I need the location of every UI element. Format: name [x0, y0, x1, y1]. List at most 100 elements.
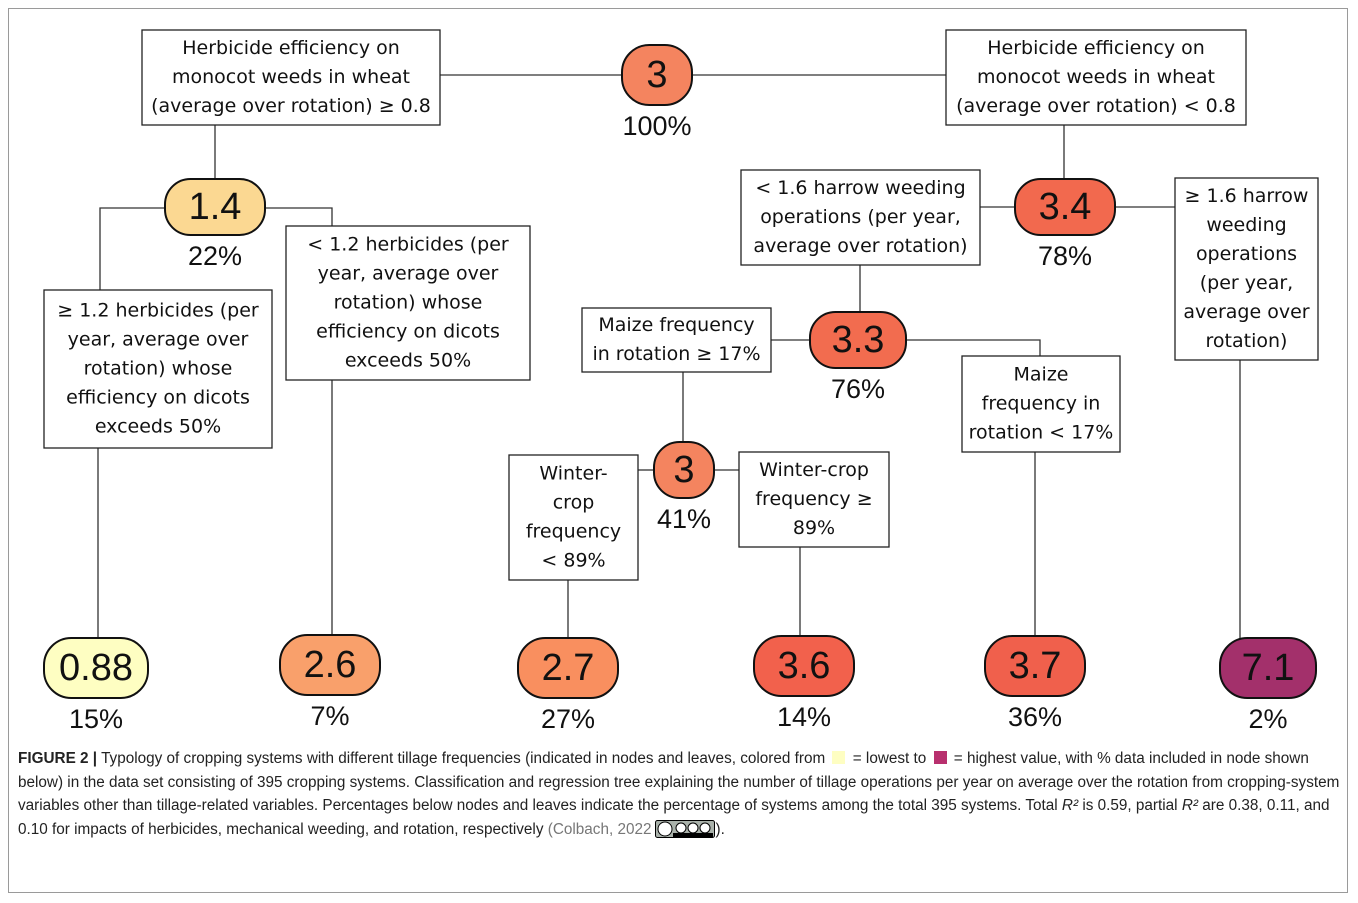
split-frame [508, 454, 639, 581]
split-box: Maize frequency in rotation ≥ 17% [581, 307, 772, 373]
caption-text: ). [715, 820, 725, 838]
split-label: Herbicide efficiency on [987, 37, 1205, 59]
tree-node: 2.7 27% [517, 637, 619, 734]
node-share: 76% [831, 374, 885, 404]
split-box: < 1.2 herbicides (per year, average over r… [285, 225, 531, 381]
split-box: Herbicide efficiency on monocot weeds in … [945, 29, 1247, 126]
split-label: Maize frequency [598, 314, 754, 336]
split-label: average over [1183, 301, 1309, 323]
node-share: 27% [541, 704, 595, 734]
split-label: year, average over [68, 329, 249, 351]
split-frame [738, 451, 890, 548]
split-label: frequency in [982, 393, 1101, 415]
split-label: crop [553, 492, 595, 514]
caption: FIGURE 2 | Typology of cropping systems … [18, 747, 1344, 841]
node-shape [653, 441, 715, 499]
figure-frame [8, 8, 1348, 893]
license-icon [655, 819, 716, 838]
caption-text: Typology of cropping systems with differ… [101, 750, 826, 767]
node-value: 3.6 [778, 645, 831, 687]
split-label: rotation) whose [84, 358, 233, 380]
node-value: 3.7 [1009, 645, 1062, 687]
split-label: in rotation ≥ 17% [592, 343, 760, 365]
split-frame [285, 225, 531, 381]
split-label: rotation) [1206, 330, 1288, 352]
node-share: 41% [657, 504, 711, 534]
split-label: frequency [526, 521, 621, 543]
split-label: Winter- [539, 463, 607, 485]
node-value: 1.4 [189, 186, 242, 228]
node-value: 3.3 [832, 319, 885, 361]
tree-node: 2.6 7% [279, 634, 381, 731]
split-label: frequency ≥ [755, 488, 872, 510]
node-share: 36% [1008, 702, 1062, 732]
split-box: Winter-crop frequency ≥ 89% [738, 451, 890, 548]
node-value: 7.1 [1242, 647, 1295, 689]
split-label: (average over rotation) < 0.8 [956, 95, 1236, 117]
node-share: 2% [1248, 704, 1287, 734]
split-label: < 1.2 herbicides (per [307, 234, 509, 256]
caption-text: = lowest to [852, 750, 927, 767]
split-box: Maize frequency in rotation < 17% [961, 355, 1121, 453]
split-label: Winter-crop [759, 459, 869, 481]
split-label: (average over rotation) ≥ 0.8 [151, 95, 431, 117]
tree-node: 3.7 36% [984, 635, 1086, 732]
tree-node: 3.478% [1014, 178, 1116, 271]
node-value: 2.7 [542, 647, 595, 689]
split-box: Herbicide efficiency on monocot weeds in … [141, 29, 441, 126]
split-label: < 1.6 harrow weeding [755, 177, 965, 199]
caption-symbol: R² [1061, 797, 1079, 814]
split-frame [43, 289, 273, 449]
split-label: exceeds 50% [95, 416, 221, 438]
node-share: 22% [188, 241, 242, 271]
node-shape [279, 634, 381, 696]
split-box: ≥ 1.2 herbicides (per year, average over r… [43, 289, 273, 449]
tree-node: 3.6 14% [753, 635, 855, 732]
node-value: 3 [646, 54, 667, 96]
split-label: average over rotation) [753, 235, 967, 257]
split-box: ≥ 1.6 harrow weeding operations (per year, a… [1174, 177, 1319, 361]
split-frame [740, 169, 981, 266]
tree-node: 1.422% [164, 178, 266, 271]
split-label: < 89% [541, 550, 605, 572]
tree-node: 0.88 15% [43, 637, 149, 734]
split-label: ≥ 1.6 harrow [1185, 185, 1309, 207]
caption-text: are 0.38, 0.11, and 0.10 for impacts of … [18, 797, 1330, 838]
node-shape [1014, 178, 1116, 236]
tree-diagram: Herbicide efficiency on monocot weeds in … [43, 29, 1319, 734]
split-frame [1174, 177, 1319, 361]
node-share: 15% [69, 704, 123, 734]
split-label: operations (per year, [760, 206, 961, 228]
citation-link[interactable]: (Colbach, 2022 [547, 820, 652, 838]
split-label: 89% [793, 517, 835, 539]
node-shape [984, 635, 1086, 697]
caption-label: FIGURE 2 | [18, 750, 98, 767]
caption-text: is 0.59, partial [1082, 797, 1178, 814]
tree-node: 7.1 2% [1219, 637, 1317, 734]
node-shape [43, 637, 149, 699]
split-label: year, average over [318, 263, 499, 285]
split-label: (per year, [1200, 272, 1293, 294]
node-value: 2.6 [304, 644, 357, 686]
split-label: Maize [1014, 364, 1069, 386]
node-value: 3.4 [1039, 186, 1092, 228]
swatch-low [832, 751, 846, 764]
split-box: Winter-crop frequency < 89% [508, 454, 639, 581]
split-label: monocot weeds in wheat [977, 66, 1215, 88]
node-share: 100% [622, 111, 691, 141]
node-shape [753, 635, 855, 697]
split-frame [581, 307, 772, 373]
node-shape [517, 637, 619, 699]
node-shape [164, 178, 266, 236]
node-value: 3 [673, 449, 694, 491]
tree-node: 3.376% [809, 311, 907, 404]
node-shape [621, 44, 693, 106]
tree-node: 341% [653, 441, 715, 534]
split-frame [961, 355, 1121, 453]
caption-symbol: R² [1181, 797, 1198, 814]
split-label: efficiency on dicots [316, 321, 500, 343]
connectors [97, 74, 1241, 638]
split-label: operations [1196, 243, 1297, 265]
node-shape [1219, 637, 1317, 699]
